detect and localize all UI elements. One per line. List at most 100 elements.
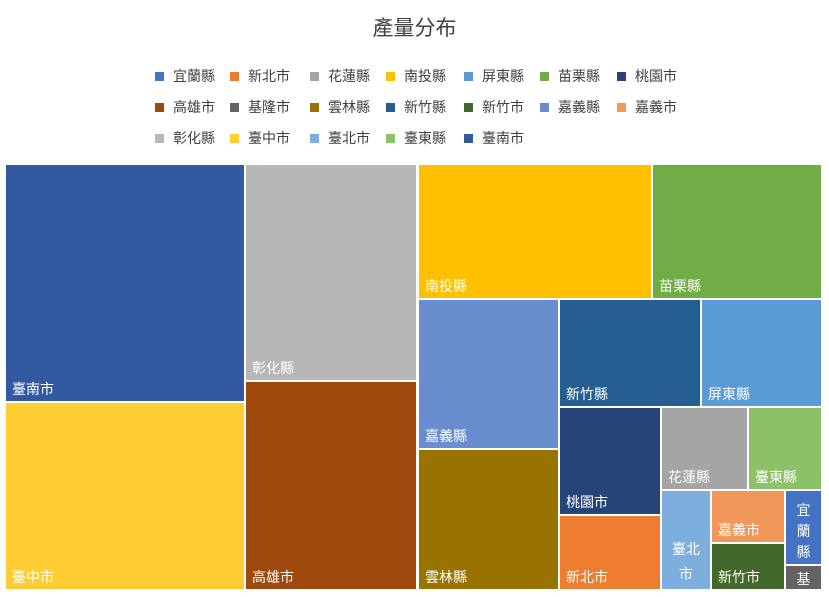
treemap-tile-rect [246,382,416,589]
treemap-tile-label: 苗栗縣 [659,279,701,295]
treemap-tile: 嘉義縣 [419,300,558,448]
treemap-tile-label: 花蓮縣 [668,470,710,486]
legend-item: 嘉義市 [617,97,677,117]
legend-swatch [230,133,239,143]
treemap-tile-label: 新北市 [566,569,608,586]
treemap-tile: 新竹市 [712,544,784,589]
legend-item: 雲林縣 [310,97,370,117]
legend-item: 高雄市 [155,97,215,117]
legend-swatch [386,102,395,112]
legend-label: 桃園市 [635,69,677,85]
treemap-tile: 臺東縣 [749,408,821,489]
treemap-tile-label: 臺南市 [12,381,54,398]
treemap-tile: 基 [786,566,821,589]
treemap-tile-rect [662,408,747,489]
treemap-tile-label: 桃園市 [566,494,608,511]
legend-swatch [230,71,239,81]
treemap-tile-rect [712,491,784,542]
treemap-tile: 臺南市 [6,165,244,401]
legend-item: 宜蘭縣 [155,66,215,86]
legend-swatch [155,102,164,112]
treemap-tile: 屏東縣 [702,300,821,406]
legend-label: 南投縣 [404,69,446,85]
treemap-tile-rect [419,450,558,589]
legend-item: 臺中市 [230,128,290,148]
treemap-tile-label: 南投縣 [425,279,467,295]
legend-swatch [617,102,626,112]
legend-label: 雲林縣 [328,100,370,116]
legend-item: 彰化縣 [155,128,215,148]
legend-item: 苗栗縣 [540,66,600,86]
legend-swatch [155,71,164,81]
legend-item: 南投縣 [386,66,446,86]
legend-label: 彰化縣 [173,131,215,147]
legend-label: 苗栗縣 [558,69,600,85]
treemap-tile-rect [419,300,558,448]
legend-item: 新竹縣 [386,97,446,117]
treemap-tile-label: 彰化縣 [252,360,294,377]
legend-swatch [310,102,319,112]
legend-item: 新竹市 [464,97,524,117]
legend-item: 臺北市 [310,128,370,148]
treemap-tile-label: 新竹縣 [566,387,608,403]
legend-label: 臺北市 [328,131,370,147]
treemap-tile-label: 基 [797,571,811,588]
treemap-tile: 臺中市 [6,403,244,589]
legend-swatch [230,102,239,112]
treemap-tile-label: 市 [679,566,693,583]
treemap-tile: 苗栗縣 [653,165,821,298]
treemap-tile-label: 縣 [797,545,811,561]
legend-label: 臺中市 [248,131,290,147]
chart-title: 產量分布 [372,16,457,40]
legend-label: 嘉義縣 [558,100,600,116]
legend-swatch [464,133,473,143]
treemap-tile: 高雄市 [246,382,416,589]
legend-item: 新北市 [230,66,290,86]
treemap-tile: 嘉義市 [712,491,784,542]
legend-swatch [386,133,395,143]
treemap-tile-rect [662,491,710,589]
treemap-tile-rect [560,408,660,514]
legend-label: 高雄市 [173,100,215,116]
treemap-tile: 宜蘭縣 [786,491,821,564]
treemap-tile-rect [6,165,244,401]
treemap-tile: 花蓮縣 [662,408,747,489]
treemap-tile-rect [6,403,244,589]
treemap-tile-rect [786,491,821,564]
treemap-tile-rect [653,165,821,298]
legend-swatch [464,102,473,112]
treemap-tile-label: 新竹市 [718,569,760,586]
legend-swatch [540,71,549,81]
treemap-tile-label: 臺東縣 [755,470,797,486]
legend-swatch [155,133,164,143]
treemap-tile: 雲林縣 [419,450,558,589]
treemap-tile-label: 嘉義縣 [425,428,467,445]
legend-label: 花蓮縣 [328,69,370,85]
treemap-tile: 新竹縣 [560,300,700,406]
treemap-tile-label: 高雄市 [252,569,294,586]
treemap-tile-label: 屏東縣 [708,387,750,403]
legend-item: 基隆市 [230,97,290,117]
legend-swatch [540,102,549,112]
legend-label: 新竹市 [482,100,524,116]
legend-swatch [386,71,395,81]
treemap-tile-rect [712,544,784,589]
legend-label: 新北市 [248,69,290,85]
treemap-tile-rect [419,165,651,298]
treemap-tile-label: 嘉義市 [718,522,760,539]
treemap-tile: 彰化縣 [246,165,416,380]
legend-label: 屏東縣 [482,69,524,85]
legend-swatch [310,71,319,81]
legend-swatch [617,71,626,81]
treemap-tile-label: 宜 [797,503,811,519]
legend-item: 臺南市 [464,128,524,148]
legend-swatch [310,133,319,143]
legend-label: 宜蘭縣 [173,69,215,85]
legend: 宜蘭縣 新北市 花蓮縣 南投縣 屏東縣 苗栗縣 桃園市高雄市 基隆市 雲林縣 新竹縣 新竹市 嘉義縣 嘉… [0,62,829,152]
treemap-tile: 臺北市 [662,491,710,589]
treemap-tile-label: 臺中市 [12,569,54,586]
treemap-tile-rect [702,300,821,406]
treemap-tile-label: 雲林縣 [425,570,467,586]
legend-item: 花蓮縣 [310,66,370,86]
